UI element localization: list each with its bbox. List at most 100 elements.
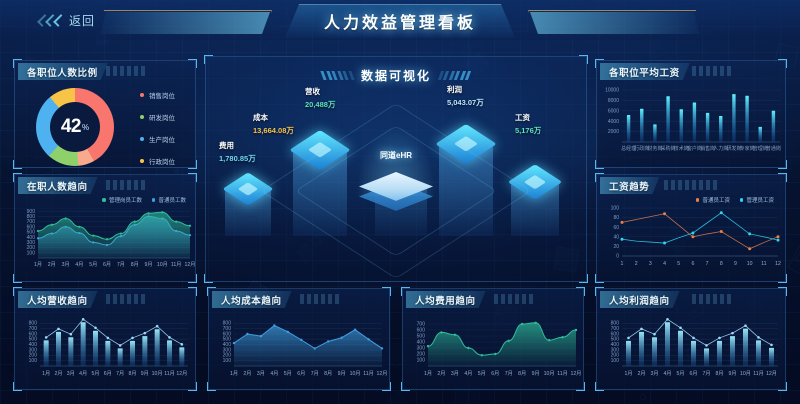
donut-legend-item[interactable]: 行政岗位 (140, 156, 175, 166)
svg-text:600: 600 (223, 331, 232, 337)
svg-text:4000: 4000 (608, 119, 619, 125)
metric-profit: 利润 5,043.07万 (447, 84, 484, 108)
svg-text:客户岗: 客户岗 (687, 145, 702, 152)
svg-text:100: 100 (611, 358, 620, 364)
donut-center: 42 % (50, 102, 100, 152)
svg-text:200: 200 (611, 353, 620, 359)
svg-text:800: 800 (223, 321, 232, 327)
svg-text:600: 600 (27, 224, 36, 230)
svg-text:200: 200 (29, 353, 38, 359)
svg-text:1月: 1月 (42, 370, 50, 377)
svg-text:600: 600 (611, 331, 620, 337)
panel-title-deco (692, 294, 731, 304)
svg-text:12月: 12月 (176, 370, 187, 377)
svg-text:管理岗: 管理岗 (753, 145, 768, 152)
back-button[interactable]: 返回 (37, 9, 95, 31)
svg-text:销售岗: 销售岗 (700, 145, 715, 152)
svg-text:1: 1 (621, 261, 624, 267)
svg-text:10月: 10月 (740, 370, 751, 377)
svg-text:0: 0 (616, 254, 619, 260)
pillar-cost[interactable] (289, 129, 351, 236)
panel-title-salary-trend: 工资趋势 (600, 177, 659, 194)
center-title-deco-left (320, 71, 355, 80)
svg-text:8月: 8月 (128, 370, 136, 377)
svg-text:100: 100 (27, 250, 36, 256)
center-title-text: 数据可视化 (360, 69, 432, 83)
panel-title-revenue-per-capita: 人均营收趋向 (18, 291, 98, 308)
dashboard-header: 返回 人力效益管理看板 (0, 0, 800, 46)
center-title-deco-right (437, 71, 472, 80)
svg-text:财务岗: 财务岗 (647, 145, 662, 152)
donut-legend-item[interactable]: 研发岗位 (140, 112, 175, 122)
donut-center-unit: % (82, 122, 90, 132)
metric-value: 13,664.08万 (253, 126, 294, 135)
donut-legend-item[interactable]: 销售岗位 (140, 90, 175, 100)
chart-legend-item[interactable]: 普通员工资 (695, 196, 730, 204)
chart-legend-item[interactable]: 普通员工数 (151, 196, 186, 204)
donut-legend-item[interactable]: 生产岗位 (140, 134, 175, 144)
legend-color-dot (140, 93, 144, 97)
panel-title-profit-per-capita: 人均利润趋向 (600, 291, 680, 308)
svg-text:700: 700 (417, 321, 426, 327)
svg-text:700: 700 (27, 219, 36, 225)
svg-text:12月: 12月 (766, 370, 777, 377)
svg-text:4月: 4月 (79, 370, 87, 377)
svg-text:4月: 4月 (663, 370, 671, 377)
pillar-expense[interactable] (222, 172, 274, 236)
svg-text:7月: 7月 (116, 370, 124, 377)
svg-text:4月: 4月 (270, 370, 278, 377)
metric-value: 20,488万 (305, 100, 336, 109)
metric-name: 营收 (305, 87, 320, 96)
panel-title-deco (106, 66, 145, 76)
headcount-legend: 管理岗员工数 普通员工数 (102, 196, 186, 204)
avg-salary-chart[interactable]: 2000 4000 6000 8000 10000 总经理行政岗财务岗采购岗技术岗客户岗销… (596, 84, 786, 168)
svg-text:7月: 7月 (702, 370, 710, 377)
svg-text:9月: 9月 (338, 370, 346, 377)
panel-cost-per-capita: 人均成本趋向 100 200 300 400 500 600 700 800 1月 2月 3月 4月 5… (207, 287, 391, 391)
svg-text:800: 800 (29, 321, 38, 327)
svg-text:6月: 6月 (491, 370, 499, 377)
svg-text:1月: 1月 (34, 261, 42, 268)
panel-profit-per-capita: 人均利润趋向 100 200 300 400 500 600 700 800 1月 2月 3月 4月 5… (595, 287, 787, 391)
legend-marker (102, 198, 106, 202)
pillar-profit[interactable] (435, 123, 497, 236)
legend-label: 研发岗位 (149, 115, 175, 122)
svg-text:300: 300 (27, 240, 36, 246)
chart-legend-item[interactable]: 管理员工资 (739, 196, 774, 204)
svg-text:3月: 3月 (451, 370, 459, 377)
svg-text:10月: 10月 (157, 261, 168, 268)
panel-title-deco (106, 180, 145, 190)
svg-text:7月: 7月 (505, 370, 513, 377)
svg-text:300: 300 (29, 347, 38, 353)
svg-text:40: 40 (613, 234, 619, 240)
svg-text:行政岗: 行政岗 (634, 145, 649, 152)
svg-text:8月: 8月 (324, 370, 332, 377)
svg-text:3月: 3月 (257, 370, 265, 377)
pillar-salary[interactable] (507, 164, 563, 236)
svg-text:6月: 6月 (297, 370, 305, 377)
svg-text:600: 600 (29, 331, 38, 337)
svg-text:10月: 10月 (350, 370, 361, 377)
header-wing-left (100, 12, 270, 34)
metric-name: 费用 (219, 141, 234, 150)
back-chevron-icon (37, 13, 66, 27)
svg-text:400: 400 (29, 342, 38, 348)
svg-text:800: 800 (611, 321, 620, 327)
donut-legend: 销售岗位研发岗位生产岗位行政岗位 (140, 90, 175, 178)
panel-salary-trend: 工资趋势 普通员工资 管理员工资 0 20 40 60 80 100 1 2 3 4 5 6 7 8 9 10 1… (595, 173, 787, 283)
center-hub[interactable]: 同道eHR (260, 103, 532, 279)
chart-legend-item[interactable]: 管理岗员工数 (102, 196, 142, 204)
svg-text:500: 500 (27, 230, 36, 236)
svg-text:研发岗: 研发岗 (726, 145, 741, 152)
svg-text:总经理: 总经理 (621, 145, 636, 152)
svg-text:300: 300 (223, 347, 232, 353)
legend-marker (695, 198, 700, 202)
donut-chart[interactable]: 42 % (36, 88, 114, 166)
svg-text:400: 400 (611, 342, 620, 348)
